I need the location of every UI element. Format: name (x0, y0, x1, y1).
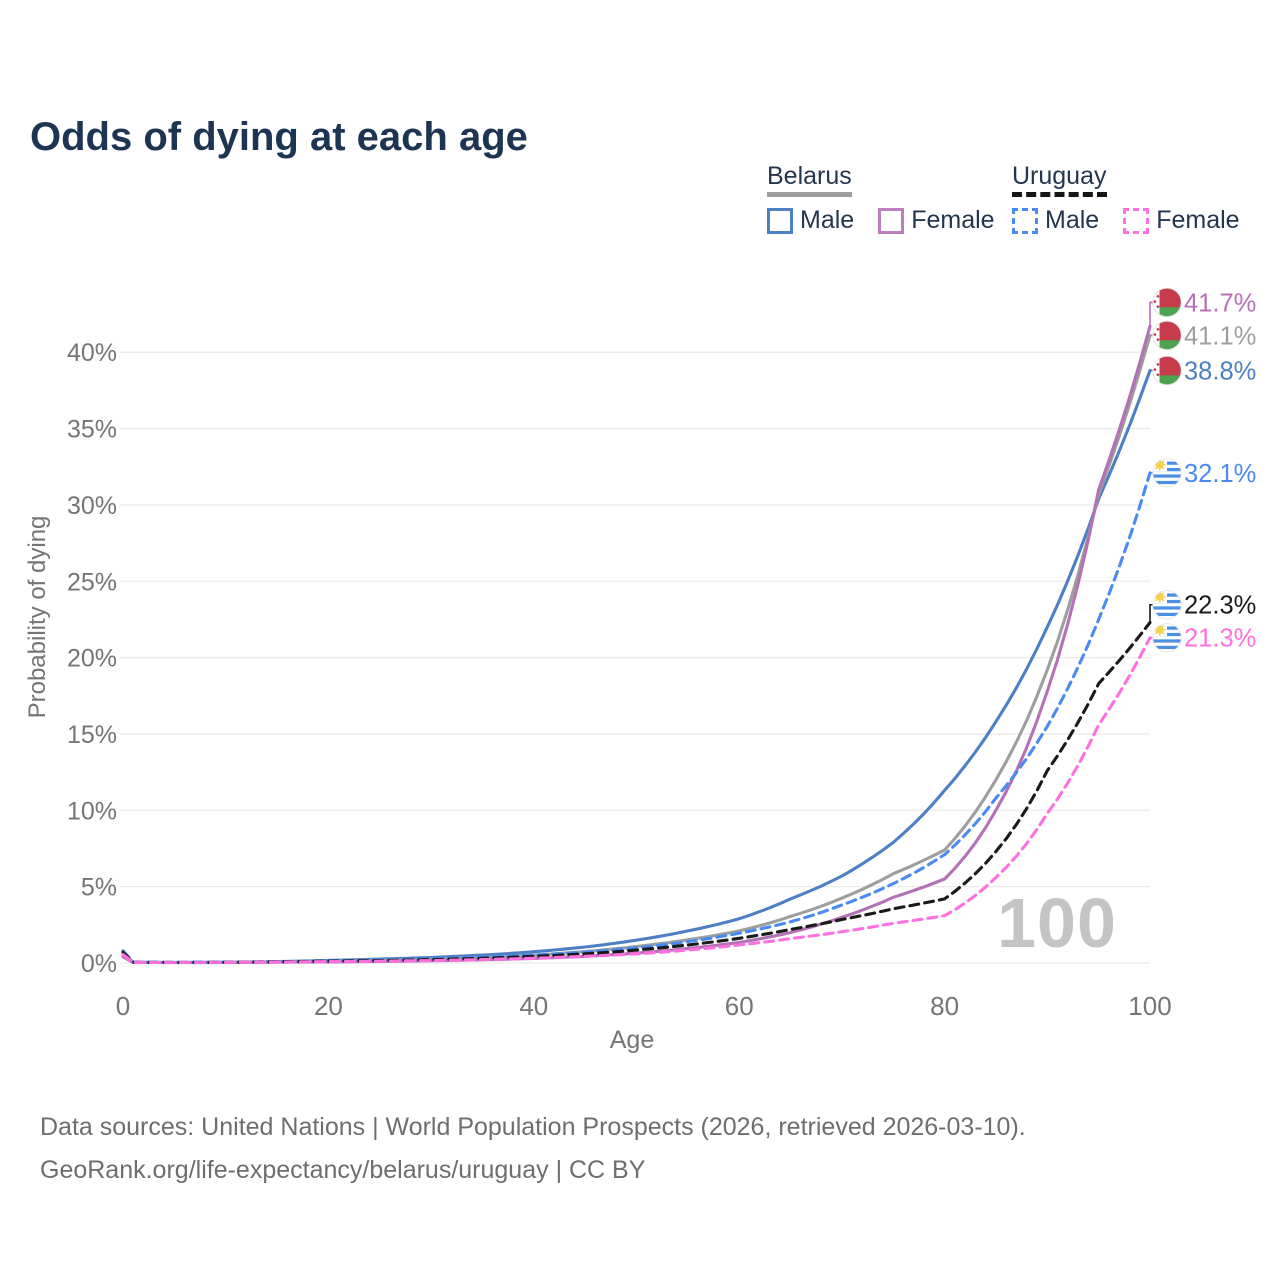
x-tick-label: 100 (1128, 991, 1171, 1021)
legend-country-belarus[interactable]: Belarus (767, 163, 852, 197)
x-tick-label: 0 (116, 991, 130, 1021)
y-tick-label: 40% (67, 339, 117, 367)
belarus-male-swatch-icon (767, 207, 793, 234)
uruguay-flag-icon (1152, 458, 1182, 488)
belarus-flag-icon (1152, 355, 1182, 386)
end-value-label: 22.3% (1184, 592, 1256, 620)
end-labels: 41.7% 41.1% 38.8% 32.1% 22.3% 21.3% (1149, 287, 1256, 653)
y-tick-label: 15% (67, 721, 117, 749)
legend-item-uruguay-male[interactable]: Male (1012, 206, 1099, 235)
legend-group-belarus: Belarus Male Female (767, 163, 995, 235)
series-lines (121, 324, 1152, 965)
x-tick-label: 80 (930, 991, 959, 1021)
license-line[interactable]: GeoRank.org/life-expectancy/belarus/urug… (40, 1156, 646, 1184)
legend-item-label: Female (1156, 206, 1240, 234)
legend: Belarus Male Female Uruguay Male (0, 163, 1280, 243)
legend-group-uruguay: Uruguay Male Female (1012, 163, 1240, 235)
belarus-flag-icon (1152, 320, 1182, 351)
series-line-uruguay[interactable] (121, 620, 1152, 965)
belarus-female-swatch-icon (878, 207, 905, 234)
legend-item-label: Male (1045, 206, 1100, 234)
series-line-uruguay-male[interactable] (121, 471, 1152, 964)
x-tick-label: 40 (519, 991, 548, 1021)
legend-item-uruguay-female[interactable]: Female (1123, 206, 1240, 235)
end-value-label: 41.7% (1184, 289, 1256, 317)
chart-title: Odds of dying at each age (30, 114, 528, 159)
y-tick-label: 0% (81, 950, 117, 978)
legend-items-belarus: Male Female (767, 206, 995, 235)
legend-country-uruguay[interactable]: Uruguay (1012, 163, 1107, 197)
legend-items-uruguay: Male Female (1012, 206, 1240, 235)
legend-item-label: Female (911, 206, 995, 234)
y-tick-label: 10% (67, 797, 117, 825)
series-line-belarus-female[interactable] (121, 324, 1152, 965)
y-tick-label: 25% (67, 568, 117, 596)
x-tick-label: 60 (725, 991, 754, 1021)
y-tick-label: 20% (67, 645, 117, 673)
end-value-label: 41.1% (1184, 322, 1256, 350)
legend-item-label: Male (800, 206, 855, 234)
end-value-label: 38.8% (1184, 358, 1256, 386)
uruguay-flag-icon (1152, 623, 1182, 653)
series-line-uruguay-female[interactable] (121, 636, 1152, 965)
chart-watermark: 100 (997, 884, 1117, 962)
x-axis-title: Age (610, 1026, 654, 1054)
uruguay-male-swatch-icon (1012, 207, 1038, 234)
end-value-label: 21.3% (1184, 625, 1256, 653)
series-line-belarus[interactable] (121, 333, 1152, 965)
source-attribution: Data sources: United Nations | World Pop… (40, 1106, 1026, 1192)
x-tick-label: 20 (314, 991, 343, 1021)
gridlines (120, 351, 1150, 964)
y-axis-title: Probability of dying (24, 516, 51, 719)
uruguay-flag-icon (1152, 590, 1182, 620)
y-tick-label: 5% (81, 874, 117, 902)
y-tick-label: 30% (67, 492, 117, 520)
axis-ticks: 0% 5% 10% 15% 20% 25% 30% 35% 40% 0 20 40 60 80 100 (67, 339, 1172, 1021)
y-tick-label: 35% (67, 416, 117, 444)
series-line-belarus-male[interactable] (121, 368, 1152, 964)
legend-item-belarus-male[interactable]: Male (767, 206, 854, 235)
belarus-flag-icon (1152, 287, 1182, 318)
legend-item-belarus-female[interactable]: Female (878, 206, 995, 235)
end-value-label: 32.1% (1184, 460, 1256, 488)
uruguay-female-swatch-icon (1123, 207, 1150, 234)
data-sources-line: Data sources: United Nations | World Pop… (40, 1113, 1026, 1141)
